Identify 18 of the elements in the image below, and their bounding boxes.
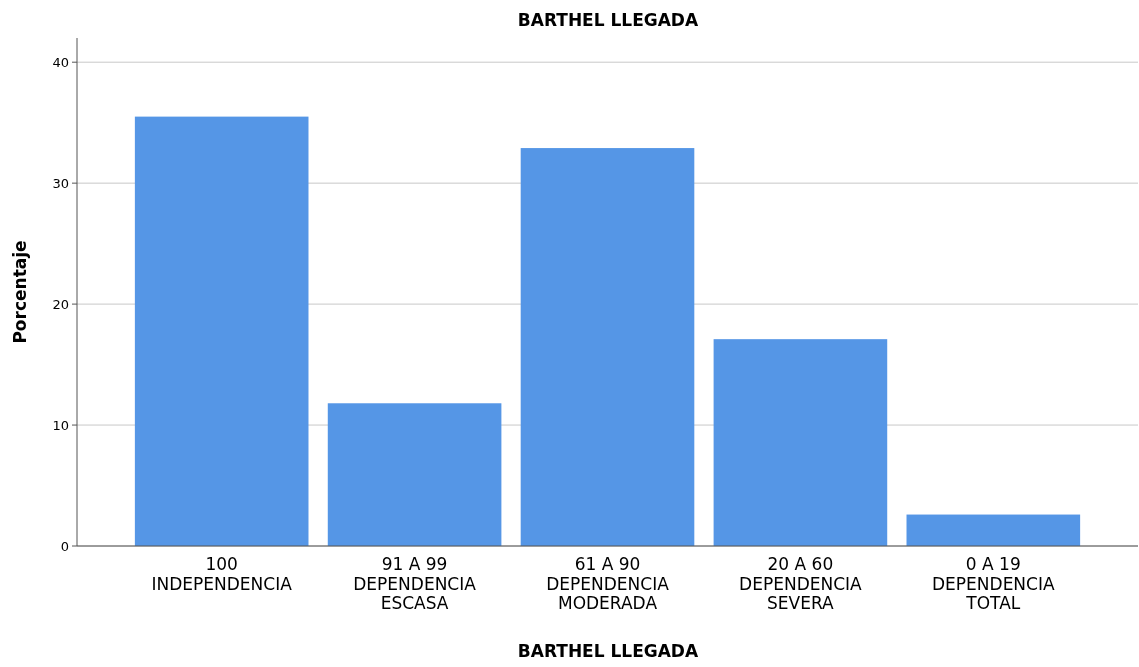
x-tick-label: 91 A 99 DEPENDENCIA ESCASA bbox=[353, 554, 477, 614]
y-axis-title: Porcentaje bbox=[10, 240, 30, 344]
y-tick-label: 40 bbox=[52, 54, 69, 70]
x-tick-label: 61 A 90 DEPENDENCIA MODERADA bbox=[546, 554, 670, 614]
chart-title: BARTHEL LLEGADA bbox=[517, 10, 699, 30]
x-axis-title: BARTHEL LLEGADA bbox=[517, 641, 699, 661]
x-tick-label: 0 A 19 DEPENDENCIA TOTAL bbox=[932, 554, 1055, 614]
y-tick-label: 20 bbox=[52, 296, 69, 312]
bar bbox=[327, 403, 502, 546]
x-tick-label: 100 INDEPENDENCIA bbox=[151, 554, 293, 594]
bar bbox=[906, 514, 1081, 546]
bar bbox=[713, 339, 888, 546]
x-tick-label: 20 A 60 DEPENDENCIA SEVERA bbox=[739, 554, 863, 614]
y-tick-label: 0 bbox=[60, 538, 69, 554]
bar bbox=[520, 148, 695, 546]
y-tick-label: 10 bbox=[52, 417, 69, 433]
bar bbox=[134, 116, 309, 546]
y-tick-label: 30 bbox=[52, 175, 69, 191]
